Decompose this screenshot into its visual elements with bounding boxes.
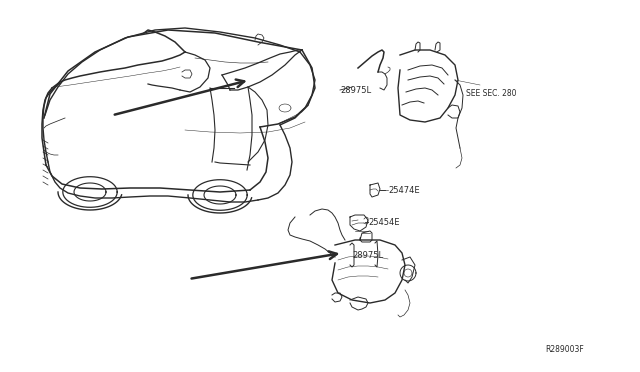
- Text: 25454E: 25454E: [368, 218, 399, 227]
- Text: SEE SEC. 280: SEE SEC. 280: [466, 89, 516, 97]
- Text: 28975L: 28975L: [340, 86, 371, 94]
- Text: R289003F: R289003F: [545, 346, 584, 355]
- Text: 28975L: 28975L: [352, 250, 383, 260]
- Text: 25474E: 25474E: [388, 186, 420, 195]
